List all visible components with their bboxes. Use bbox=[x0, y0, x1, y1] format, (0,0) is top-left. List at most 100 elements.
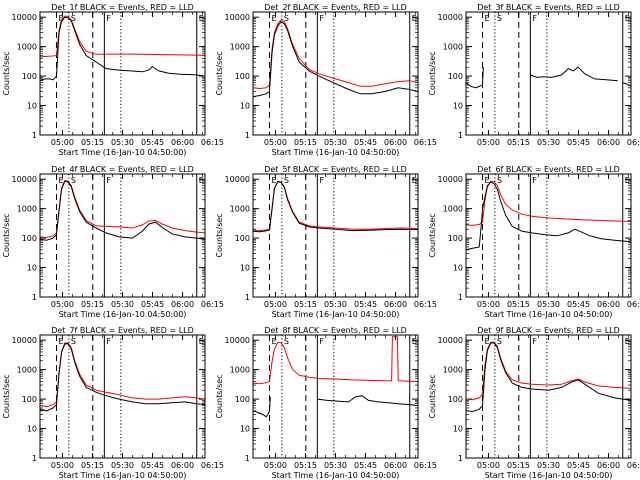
x-tick-label: 05:00 bbox=[51, 300, 74, 309]
y-tick-label: 1 bbox=[458, 293, 463, 302]
y-tick-label: 1000 bbox=[230, 205, 250, 214]
marker-label: S bbox=[71, 14, 76, 23]
y-tick-label: 10 bbox=[240, 102, 250, 111]
x-tick-label: 06:15 bbox=[414, 461, 437, 470]
x-tick-label: 05:00 bbox=[477, 461, 500, 470]
x-tick-label: 05:15 bbox=[294, 300, 317, 309]
x-tick-label: 05:00 bbox=[477, 138, 500, 147]
x-axis-label: Start Time (16-Jan-10 04:50:00) bbox=[272, 310, 400, 319]
panel-det-1: Det_1f BLACK = Events, RED = LLD Counts/s… bbox=[2, 3, 224, 157]
x-tick-label: 06:15 bbox=[201, 461, 224, 470]
y-tick-label: 1 bbox=[245, 293, 250, 302]
marker-label: E bbox=[625, 176, 630, 185]
panel-title: Det_6f BLACK = Events, RED = LLD bbox=[477, 165, 620, 174]
x-tick-label: 06:00 bbox=[384, 300, 407, 309]
y-tick-label: 1000 bbox=[17, 366, 37, 375]
marker-label: F bbox=[319, 176, 324, 185]
y-tick-label: 100 bbox=[448, 234, 463, 243]
plot-frame bbox=[465, 11, 632, 136]
marker-label: E bbox=[199, 337, 204, 346]
plot-frame bbox=[465, 173, 632, 298]
panel-det-2: Det_2f BLACK = Events, RED = LLD Counts/s… bbox=[215, 3, 437, 157]
x-tick-label: 06:00 bbox=[384, 138, 407, 147]
y-tick-label: 1000 bbox=[443, 205, 463, 214]
x-tick-label: 05:00 bbox=[264, 300, 287, 309]
series-group bbox=[253, 180, 418, 233]
series-group bbox=[40, 15, 205, 82]
plot-frame bbox=[465, 334, 632, 459]
series-line-black bbox=[253, 181, 418, 233]
x-tick-label: 05:30 bbox=[537, 300, 560, 309]
x-tick-label: 06:15 bbox=[414, 300, 437, 309]
marker-label: S bbox=[497, 14, 502, 23]
y-tick-label: 10000 bbox=[438, 13, 463, 22]
marker-label: E bbox=[412, 337, 417, 346]
panel-det-4: Det_4f BLACK = Events, RED = LLD Counts/s… bbox=[2, 165, 224, 319]
panel-title: Det_8f BLACK = Events, RED = LLD bbox=[264, 326, 407, 335]
marker-label: F bbox=[532, 337, 537, 346]
y-tick-label: 10000 bbox=[12, 175, 37, 184]
x-tick-label: 06:00 bbox=[171, 300, 194, 309]
panel-title: Det_2f BLACK = Events, RED = LLD bbox=[264, 3, 407, 12]
y-tick-label: 1000 bbox=[443, 366, 463, 375]
x-tick-label: 05:00 bbox=[51, 138, 74, 147]
panel-title: Det_5f BLACK = Events, RED = LLD bbox=[264, 165, 407, 174]
x-tick-label: 05:30 bbox=[111, 461, 134, 470]
series-line-red bbox=[253, 336, 418, 385]
x-tick-label: 05:30 bbox=[324, 461, 347, 470]
series-line-black bbox=[317, 395, 418, 407]
x-tick-label: 05:45 bbox=[354, 138, 377, 147]
series-line-red bbox=[466, 341, 631, 401]
x-axis-label: Start Time (16-Jan-10 04:50:00) bbox=[272, 148, 400, 157]
x-tick-label: 05:45 bbox=[141, 461, 164, 470]
y-axis-label: Counts/sec bbox=[428, 213, 437, 257]
x-tick-label: 05:45 bbox=[567, 461, 590, 470]
series-line-black bbox=[622, 82, 631, 87]
x-tick-label: 06:00 bbox=[597, 300, 620, 309]
y-tick-label: 1000 bbox=[443, 43, 463, 52]
y-tick-label: 1 bbox=[32, 131, 37, 140]
x-tick-label: 06:15 bbox=[627, 138, 640, 147]
x-tick-label: 05:45 bbox=[354, 300, 377, 309]
y-axis-label: Counts/sec bbox=[2, 374, 11, 418]
x-tick-label: 05:30 bbox=[324, 138, 347, 147]
marker-label: F bbox=[319, 337, 324, 346]
y-tick-label: 100 bbox=[22, 72, 37, 81]
x-tick-label: 05:45 bbox=[141, 300, 164, 309]
marker-label: F bbox=[106, 14, 111, 23]
y-axis-label: Counts/sec bbox=[215, 374, 224, 418]
x-tick-label: 05:45 bbox=[567, 138, 590, 147]
x-axis-label: Start Time (16-Jan-10 04:50:00) bbox=[485, 310, 613, 319]
x-tick-label: 06:00 bbox=[171, 138, 194, 147]
marker-label: S bbox=[284, 176, 289, 185]
x-axis-label: Start Time (16-Jan-10 04:50:00) bbox=[272, 471, 400, 480]
x-tick-label: 05:15 bbox=[81, 461, 104, 470]
marker-label: S bbox=[497, 176, 502, 185]
marker-label: E bbox=[59, 176, 64, 185]
marker-label: E bbox=[59, 337, 64, 346]
panel-det-6: Det_6f BLACK = Events, RED = LLD Counts/s… bbox=[428, 165, 640, 319]
series-line-red bbox=[466, 180, 631, 226]
plot-frame bbox=[252, 173, 419, 298]
marker-label: E bbox=[59, 14, 64, 23]
marker-label: E bbox=[625, 14, 630, 23]
x-tick-label: 05:15 bbox=[294, 138, 317, 147]
y-tick-label: 10 bbox=[27, 102, 37, 111]
marker-label: E bbox=[485, 14, 490, 23]
plot-frame bbox=[39, 334, 206, 459]
marker-label: E bbox=[199, 14, 204, 23]
series-line-black bbox=[253, 21, 418, 98]
x-tick-label: 05:30 bbox=[111, 138, 134, 147]
series-group bbox=[466, 180, 631, 251]
marker-label: E bbox=[485, 176, 490, 185]
marker-label: F bbox=[106, 337, 111, 346]
series-line-red bbox=[40, 342, 205, 408]
y-axis-label: Counts/sec bbox=[428, 374, 437, 418]
panel-title: Det_7f BLACK = Events, RED = LLD bbox=[51, 326, 194, 335]
y-tick-label: 10000 bbox=[225, 175, 250, 184]
marker-label: F bbox=[319, 14, 324, 23]
x-tick-label: 05:45 bbox=[354, 461, 377, 470]
y-tick-label: 10000 bbox=[225, 336, 250, 345]
